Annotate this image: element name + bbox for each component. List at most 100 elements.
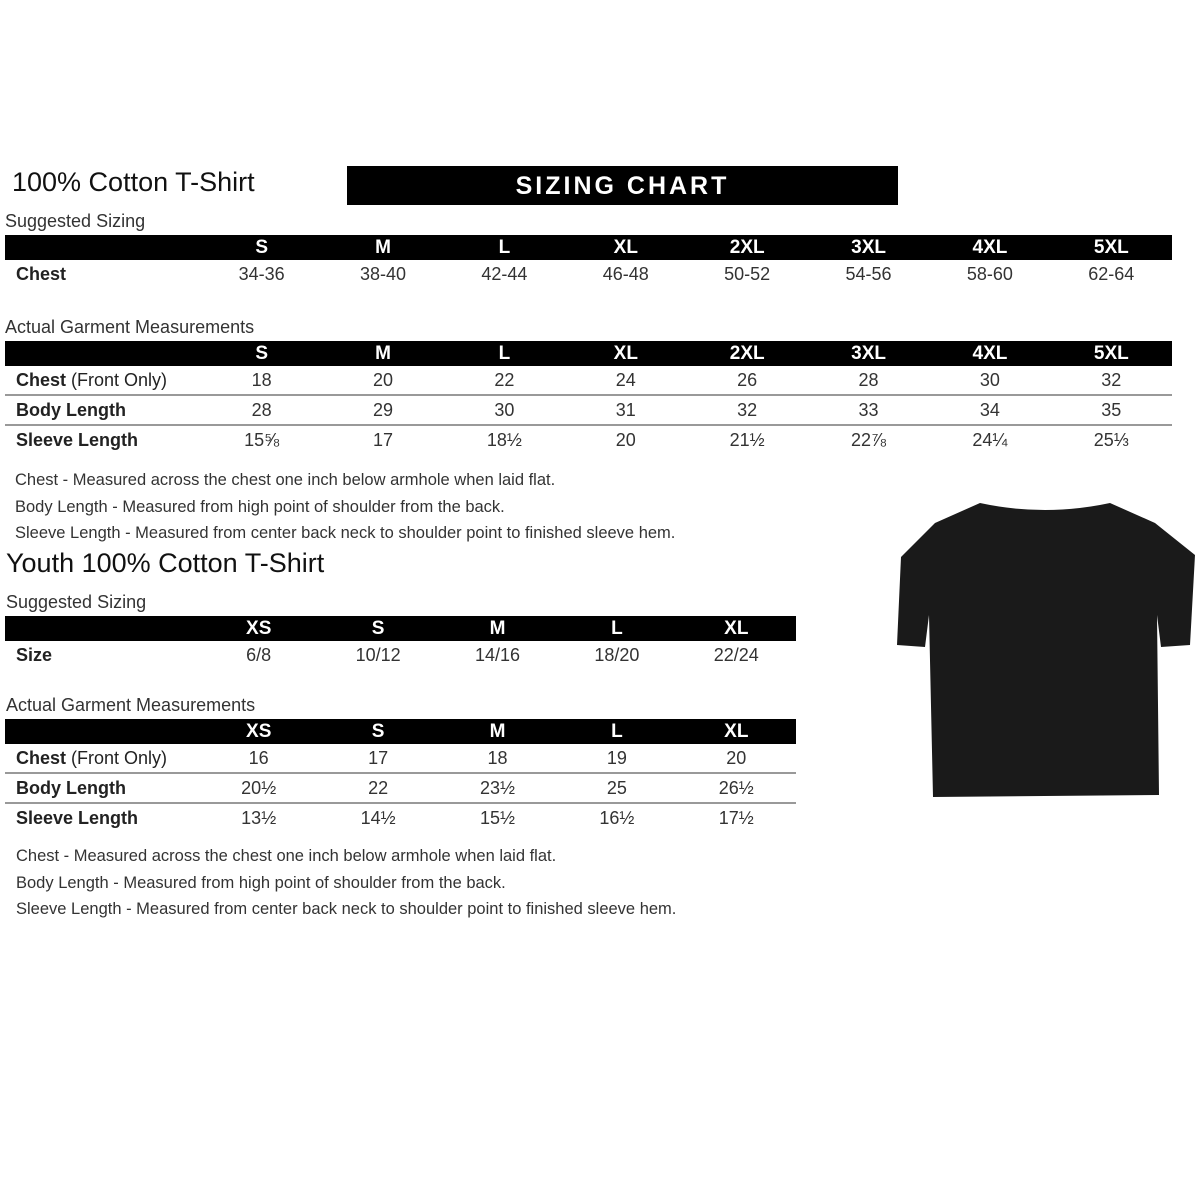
size-header: XS bbox=[199, 719, 319, 744]
header-blank bbox=[5, 616, 199, 641]
size-header: XL bbox=[565, 341, 687, 366]
row-label: Sleeve Length bbox=[5, 803, 199, 832]
row-label-text: Size bbox=[16, 644, 53, 665]
cell-value: 54-56 bbox=[845, 263, 892, 284]
size-header-row: S M L XL 2XL 3XL 4XL 5XL bbox=[5, 235, 1172, 260]
cell-value: 10/12 bbox=[355, 644, 401, 665]
cell-value: 42-44 bbox=[481, 263, 528, 284]
size-header: S bbox=[201, 341, 323, 366]
cell-value: 33 bbox=[807, 395, 930, 426]
size-header-row: XS S M L XL bbox=[5, 616, 796, 641]
cell-value: 20 bbox=[676, 744, 796, 774]
size-header: L bbox=[443, 235, 566, 260]
row-label-note: (Front Only) bbox=[66, 747, 168, 768]
header-blank bbox=[5, 719, 199, 744]
size-header: M bbox=[437, 616, 558, 641]
size-header: S bbox=[201, 235, 323, 260]
size-header: 4XL bbox=[929, 341, 1051, 366]
note-body-length: Body Length - Measured from high point o… bbox=[16, 873, 506, 892]
adult-suggested-table: S M L XL 2XL 3XL 4XL 5XL Chest 34-36 38-40 42-44 46-… bbox=[5, 235, 1172, 288]
cell-value: 16½ bbox=[599, 807, 635, 828]
table-row: Body Length 20½ 22 23½ 25 26½ bbox=[5, 773, 796, 804]
cell-value: 26½ bbox=[676, 773, 796, 804]
cell-value: 62-64 bbox=[1088, 263, 1135, 284]
row-label: Size bbox=[5, 641, 199, 669]
cell-value: 19 bbox=[557, 744, 677, 774]
cell-value: 17 bbox=[373, 429, 394, 450]
cell-value: 17½ bbox=[718, 807, 754, 828]
cell-value: 18½ bbox=[486, 429, 522, 450]
size-header: 3XL bbox=[807, 235, 930, 260]
cell-value: 34 bbox=[929, 395, 1051, 426]
note-sleeve-length: Sleeve Length - Measured from center bac… bbox=[16, 900, 677, 918]
size-header: 2XL bbox=[686, 341, 808, 366]
table-row: Chest (Front Only) 16 17 18 19 20 bbox=[5, 744, 796, 774]
header-blank bbox=[5, 235, 201, 260]
cell-value: 30 bbox=[443, 395, 566, 426]
size-header: 4XL bbox=[929, 235, 1051, 260]
row-label-text: Body Length bbox=[16, 777, 126, 798]
cell-value: 22/24 bbox=[713, 644, 759, 665]
row-label: Chest bbox=[5, 260, 201, 288]
cell-value: 20½ bbox=[199, 773, 319, 804]
cell-value: 46-48 bbox=[602, 263, 649, 284]
header-blank bbox=[5, 341, 201, 366]
cell-value: 50-52 bbox=[724, 263, 771, 284]
adult-actual-label: Actual Garment Measurements bbox=[5, 317, 255, 337]
cell-value: 20 bbox=[615, 429, 636, 450]
youth-suggested-table: XS S M L XL Size 6/8 10/12 14/16 18/20 22/24 bbox=[5, 616, 796, 669]
size-header: L bbox=[557, 616, 677, 641]
cell-value: 13½ bbox=[241, 807, 277, 828]
cell-value: 30 bbox=[929, 366, 1051, 396]
cell-value: 6/8 bbox=[246, 644, 272, 665]
cell-value: 14½ bbox=[360, 807, 396, 828]
row-label-text: Chest bbox=[16, 747, 67, 768]
cell-value: 32 bbox=[1050, 366, 1172, 396]
youth-actual-label: Actual Garment Measurements bbox=[6, 695, 256, 715]
table-row: Size 6/8 10/12 14/16 18/20 22/24 bbox=[5, 641, 796, 669]
note-chest: Chest - Measured across the chest one in… bbox=[15, 471, 556, 489]
table-row: Sleeve Length 15⅝ 17 18½ 20 21½ 22⅞ 24¼ 25⅓ bbox=[5, 425, 1172, 454]
cell-value: 18 bbox=[201, 366, 323, 396]
youth-title: Youth 100% Cotton T-Shirt bbox=[6, 548, 325, 578]
size-header: L bbox=[557, 719, 677, 744]
table-row: Chest 34-36 38-40 42-44 46-48 50-52 54-56 58-60… bbox=[5, 260, 1172, 288]
adult-title: 100% Cotton T-Shirt bbox=[12, 167, 255, 197]
row-label-note: (Front Only) bbox=[66, 369, 168, 390]
size-header: 5XL bbox=[1050, 341, 1172, 366]
size-header: L bbox=[443, 341, 566, 366]
row-label: Body Length bbox=[5, 773, 199, 804]
youth-actual-table: XS S M L XL Chest (Front Only) 16 17 18 19 20 Body … bbox=[5, 719, 796, 832]
note-sleeve-length: Sleeve Length - Measured from center bac… bbox=[15, 524, 676, 542]
cell-value: 21½ bbox=[729, 429, 765, 450]
row-label-text: Chest bbox=[16, 369, 67, 390]
cell-value: 28 bbox=[201, 395, 323, 426]
size-header: XL bbox=[565, 235, 687, 260]
cell-value: 26 bbox=[686, 366, 808, 396]
size-header: XS bbox=[199, 616, 319, 641]
size-header: M bbox=[322, 341, 444, 366]
note-chest: Chest - Measured across the chest one in… bbox=[16, 847, 557, 865]
row-label-text: Body Length bbox=[16, 399, 126, 420]
size-header-row: XS S M L XL bbox=[5, 719, 796, 744]
size-header: M bbox=[322, 235, 444, 260]
row-label-text: Sleeve Length bbox=[16, 429, 139, 450]
row-label-text: Chest bbox=[16, 263, 67, 284]
adult-actual-table: S M L XL 2XL 3XL 4XL 5XL Chest (Front Only) 18 20 2… bbox=[5, 341, 1172, 454]
size-header-row: S M L XL 2XL 3XL 4XL 5XL bbox=[5, 341, 1172, 366]
cell-value: 24 bbox=[565, 366, 687, 396]
cell-value: 22 bbox=[318, 773, 438, 804]
cell-value: 23½ bbox=[437, 773, 558, 804]
table-row: Body Length 28 29 30 31 32 33 34 35 bbox=[5, 395, 1172, 426]
row-label: Body Length bbox=[5, 395, 201, 426]
cell-value: 18 bbox=[437, 744, 558, 774]
size-header: S bbox=[318, 616, 438, 641]
cell-value: 32 bbox=[686, 395, 808, 426]
cell-value: 17 bbox=[318, 744, 438, 774]
size-header: 5XL bbox=[1050, 235, 1172, 260]
row-label-text: Sleeve Length bbox=[16, 807, 139, 828]
row-label: Chest (Front Only) bbox=[5, 744, 199, 774]
adult-suggested-label: Suggested Sizing bbox=[5, 211, 146, 231]
cell-value: 58-60 bbox=[966, 263, 1013, 284]
size-header: 3XL bbox=[807, 341, 930, 366]
